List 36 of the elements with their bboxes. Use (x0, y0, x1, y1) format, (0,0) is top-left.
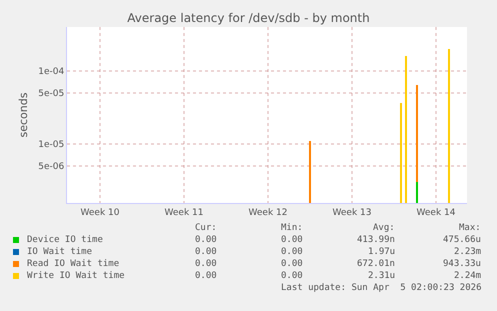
text: 475.66u (443, 235, 481, 245)
text: 0.00 (195, 235, 217, 245)
text: 413.99n (357, 235, 395, 245)
text: 0.00 (195, 259, 217, 269)
y-axis-title: seconds (16, 92, 30, 138)
x-tick-label: Week 14 (416, 208, 456, 218)
text: 0.00 (281, 259, 303, 269)
text: 2.23m (454, 247, 482, 257)
y-tick-label: 5e-05 (38, 89, 64, 100)
legend-label: Read IO Wait time (27, 259, 120, 269)
text: 943.33u (443, 259, 481, 269)
x-tick-label: Week 11 (164, 208, 204, 218)
text: 0.00 (281, 247, 303, 257)
text: 0.00 (195, 247, 217, 257)
chart-title: Average latency for /dev/sdb - by month (127, 11, 370, 26)
text: Avg: (373, 223, 395, 233)
x-tick-label: Week 12 (248, 208, 288, 218)
y-tick-label: 1e-04 (38, 67, 64, 78)
y-tick-label: 5e-06 (38, 162, 64, 172)
text: Cur: (195, 223, 217, 233)
legend-label: Device IO time (27, 235, 103, 245)
text: Last update: Sun Apr 5 02:00:23 2026 (281, 283, 482, 293)
text: Max: (459, 223, 481, 233)
text: 672.01n (357, 259, 395, 269)
text: 0.00 (195, 271, 217, 281)
text: Min: (281, 223, 303, 233)
x-tick-label: Week 10 (80, 208, 120, 218)
x-tick-label: Week 13 (332, 208, 372, 218)
legend-label: IO Wait time (27, 247, 92, 257)
y-tick-label: 1e-05 (38, 140, 64, 150)
text: 2.24m (454, 271, 482, 281)
text: 2.31u (368, 271, 396, 281)
text: 0.00 (281, 235, 303, 245)
text: 1.97u (368, 247, 396, 257)
text: 0.00 (281, 271, 303, 281)
legend-label: Write IO Wait time (27, 271, 125, 281)
